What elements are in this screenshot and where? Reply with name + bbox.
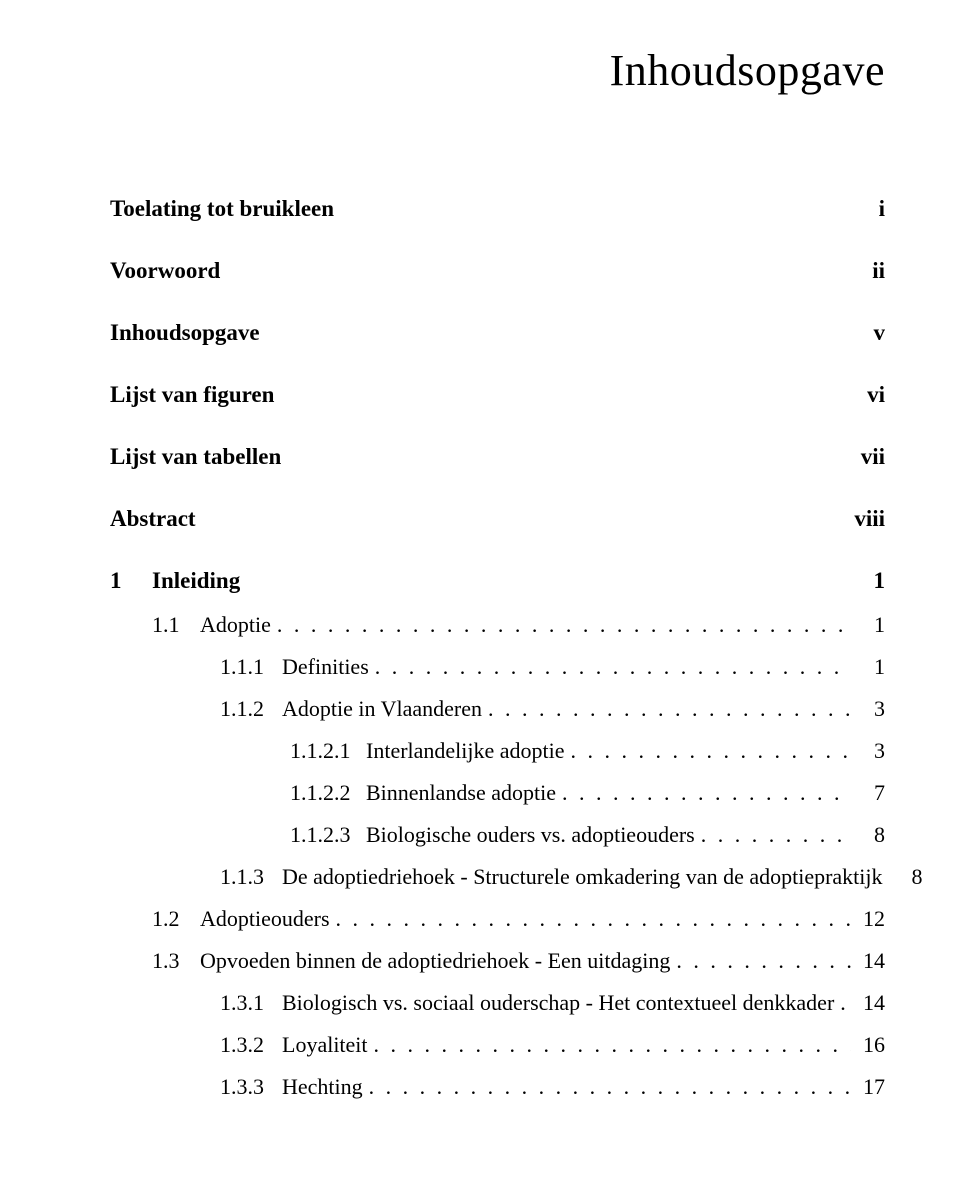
front-entry: Toelating tot bruikleen i: [110, 196, 885, 222]
front-entry: Voorwoord ii: [110, 258, 885, 284]
entry-page: 17: [857, 1074, 885, 1100]
front-entry: Inhoudsopgave v: [110, 320, 885, 346]
front-label: Voorwoord: [110, 258, 220, 284]
entry-title: Opvoeden binnen de adoptiedriehoek - Een…: [200, 948, 670, 974]
leader-dots: . . . . . . . . . . . . . . . . . . . . …: [701, 822, 851, 848]
front-entry: Lijst van tabellen vii: [110, 444, 885, 470]
entry-page: 8: [895, 864, 923, 890]
entry-number: 1.1: [152, 612, 200, 638]
entry-number: 1.3.1: [220, 990, 282, 1016]
entry-title: Biologische ouders vs. adoptieouders: [366, 822, 695, 848]
entry-page: 3: [857, 738, 885, 764]
front-label: Abstract: [110, 506, 196, 532]
toc-page: Inhoudsopgave Toelating tot bruikleen i …: [0, 0, 960, 1181]
toc-entry: 1.1 Adoptie . . . . . . . . . . . . . . …: [110, 612, 885, 638]
toc-entry: 1.1.3 De adoptiedriehoek - Structurele o…: [110, 864, 885, 890]
entry-number: 1.3: [152, 948, 200, 974]
entry-number: 1.3.3: [220, 1074, 282, 1100]
toc-entry: 1.1.2.1 Interlandelijke adoptie . . . . …: [110, 738, 885, 764]
toc-entry: 1.1.2.3 Biologische ouders vs. adoptieou…: [110, 822, 885, 848]
page-title: Inhoudsopgave: [110, 45, 885, 96]
entry-page: 12: [857, 906, 885, 932]
toc-entry: 1.1.2 Adoptie in Vlaanderen . . . . . . …: [110, 696, 885, 722]
entry-page: 7: [857, 780, 885, 806]
chapter-number: 1: [110, 568, 152, 594]
leader-dots: . . . . . . . . . . . . . . . . . . . . …: [676, 948, 851, 974]
front-entry: Lijst van figuren vi: [110, 382, 885, 408]
entry-number: 1.1.2: [220, 696, 282, 722]
front-label: Inhoudsopgave: [110, 320, 260, 346]
entry-page: 14: [857, 990, 885, 1016]
front-page: ii: [872, 258, 885, 284]
front-page: vi: [867, 382, 885, 408]
chapter-page: 1: [874, 568, 886, 594]
leader-dots: . . . . . . . . . . . . . . . . . . . . …: [840, 990, 851, 1016]
leader-dots: . . . . . . . . . . . . . . . . . . . . …: [277, 612, 851, 638]
leader-dots: . . . . . . . . . . . . . . . . . . . . …: [488, 696, 851, 722]
entry-title: Hechting: [282, 1074, 363, 1100]
toc-entry: 1.3.1 Biologisch vs. sociaal ouderschap …: [110, 990, 885, 1016]
front-label: Toelating tot bruikleen: [110, 196, 334, 222]
entry-number: 1.3.2: [220, 1032, 282, 1058]
entry-title: Binnenlandse adoptie: [366, 780, 556, 806]
leader-dots: . . . . . . . . . . . . . . . . . . . . …: [336, 906, 851, 932]
leader-dots: . . . . . . . . . . . . . . . . . . . . …: [374, 1032, 851, 1058]
entry-number: 1.1.2.3: [290, 822, 366, 848]
leader-dots: . . . . . . . . . . . . . . . . . . . . …: [369, 1074, 851, 1100]
front-page: v: [874, 320, 886, 346]
toc-entries: 1.1 Adoptie . . . . . . . . . . . . . . …: [110, 612, 885, 1100]
leader-dots: . . . . . . . . . . . . . . . . . . . . …: [562, 780, 851, 806]
entry-number: 1.1.2.2: [290, 780, 366, 806]
entry-page: 3: [857, 696, 885, 722]
frontmatter-list: Toelating tot bruikleen i Voorwoord ii I…: [110, 196, 885, 532]
entry-title: Loyaliteit: [282, 1032, 368, 1058]
entry-page: 1: [857, 612, 885, 638]
chapter-title: Inleiding: [152, 568, 862, 594]
entry-title: Definities: [282, 654, 369, 680]
toc-entry: 1.1.2.2 Binnenlandse adoptie . . . . . .…: [110, 780, 885, 806]
entry-title: De adoptiedriehoek - Structurele omkader…: [282, 864, 883, 890]
entry-title: Biologisch vs. sociaal ouderschap - Het …: [282, 990, 834, 1016]
leader-dots: . . . . . . . . . . . . . . . . . . . . …: [571, 738, 851, 764]
entry-title: Interlandelijke adoptie: [366, 738, 565, 764]
front-label: Lijst van tabellen: [110, 444, 281, 470]
front-page: viii: [854, 506, 885, 532]
front-entry: Abstract viii: [110, 506, 885, 532]
entry-title: Adoptie in Vlaanderen: [282, 696, 482, 722]
entry-number: 1.1.3: [220, 864, 282, 890]
toc-entry: 1.2 Adoptieouders . . . . . . . . . . . …: [110, 906, 885, 932]
toc-entry: 1.3 Opvoeden binnen de adoptiedriehoek -…: [110, 948, 885, 974]
toc-entry: 1.1.1 Definities . . . . . . . . . . . .…: [110, 654, 885, 680]
entry-page: 14: [857, 948, 885, 974]
front-page: i: [879, 196, 885, 222]
front-page: vii: [861, 444, 885, 470]
entry-number: 1.1.1: [220, 654, 282, 680]
entry-page: 1: [857, 654, 885, 680]
toc-entry: 1.3.3 Hechting . . . . . . . . . . . . .…: [110, 1074, 885, 1100]
toc-entry: 1.3.2 Loyaliteit . . . . . . . . . . . .…: [110, 1032, 885, 1058]
entry-number: 1.2: [152, 906, 200, 932]
leader-dots: . . . . . . . . . . . . . . . . . . . . …: [375, 654, 851, 680]
front-label: Lijst van figuren: [110, 382, 274, 408]
entry-number: 1.1.2.1: [290, 738, 366, 764]
entry-page: 16: [857, 1032, 885, 1058]
entry-title: Adoptieouders: [200, 906, 330, 932]
entry-page: 8: [857, 822, 885, 848]
entry-title: Adoptie: [200, 612, 271, 638]
chapter-entry: 1 Inleiding 1: [110, 568, 885, 594]
